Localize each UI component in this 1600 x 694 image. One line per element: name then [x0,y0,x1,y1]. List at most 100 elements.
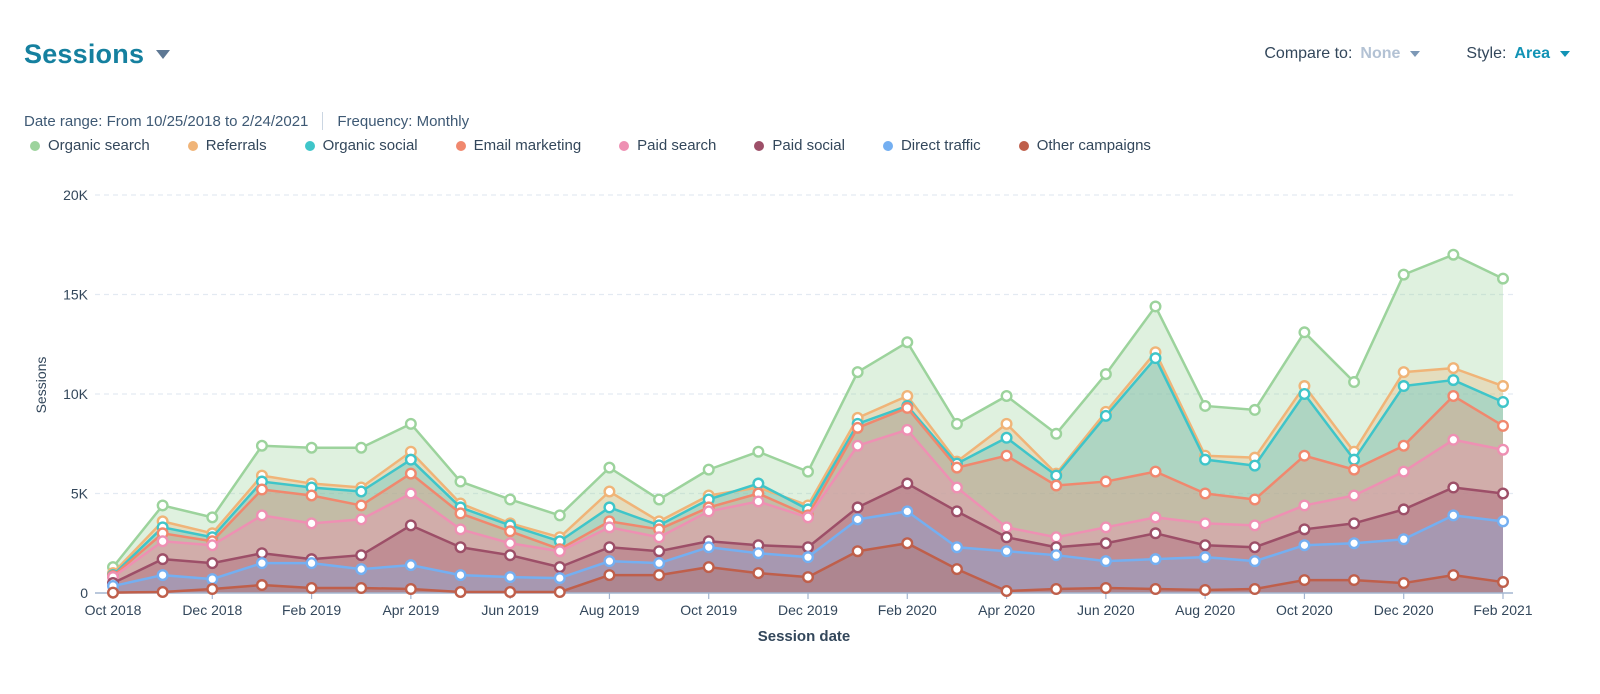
marker-organic-search[interactable] [355,441,368,454]
marker-paid-social[interactable] [156,553,169,566]
marker-organic-social[interactable] [1447,374,1460,387]
marker-paid-social[interactable] [851,501,864,514]
marker-organic-search[interactable] [255,439,268,452]
marker-organic-social[interactable] [752,477,765,490]
marker-organic-social[interactable] [1099,409,1112,422]
marker-organic-search[interactable] [802,465,815,478]
marker-direct-traffic[interactable] [752,547,765,560]
legend-item-other-campaigns[interactable]: Other campaigns [1018,137,1151,154]
marker-organic-search[interactable] [305,441,318,454]
marker-organic-social[interactable] [355,485,368,498]
marker-other-campaigns[interactable] [901,537,914,550]
marker-organic-search[interactable] [206,511,219,524]
marker-paid-search[interactable] [1397,465,1410,478]
marker-email-marketing[interactable] [1050,479,1063,492]
marker-other-campaigns[interactable] [1149,583,1162,596]
marker-direct-traffic[interactable] [653,557,666,570]
marker-organic-search[interactable] [156,499,169,512]
marker-paid-search[interactable] [454,523,467,536]
marker-organic-social[interactable] [1199,453,1212,466]
marker-paid-search[interactable] [802,511,815,524]
marker-direct-traffic[interactable] [851,513,864,526]
marker-paid-search[interactable] [653,531,666,544]
marker-paid-social[interactable] [404,519,417,532]
legend-item-referrals[interactable]: Referrals [187,137,267,154]
marker-other-campaigns[interactable] [1348,574,1361,587]
marker-organic-search[interactable] [1199,399,1212,412]
marker-organic-search[interactable] [1348,376,1361,389]
marker-organic-search[interactable] [653,493,666,506]
marker-referrals[interactable] [1397,366,1410,379]
marker-organic-social[interactable] [1248,459,1261,472]
marker-other-campaigns[interactable] [355,582,368,595]
marker-other-campaigns[interactable] [504,586,517,599]
marker-paid-search[interactable] [702,505,715,518]
marker-other-campaigns[interactable] [1298,574,1311,587]
marker-paid-social[interactable] [653,545,666,558]
marker-direct-traffic[interactable] [702,541,715,554]
marker-direct-traffic[interactable] [1099,555,1112,568]
marker-other-campaigns[interactable] [1050,583,1063,596]
marker-email-marketing[interactable] [305,489,318,502]
marker-email-marketing[interactable] [1397,439,1410,452]
marker-organic-social[interactable] [404,453,417,466]
marker-direct-traffic[interactable] [1298,539,1311,552]
marker-direct-traffic[interactable] [1149,553,1162,566]
marker-organic-social[interactable] [1149,352,1162,365]
marker-other-campaigns[interactable] [553,586,566,599]
marker-paid-search[interactable] [404,487,417,500]
marker-direct-traffic[interactable] [504,571,517,584]
marker-email-marketing[interactable] [355,499,368,512]
marker-direct-traffic[interactable] [1447,509,1460,522]
marker-other-campaigns[interactable] [255,579,268,592]
marker-other-campaigns[interactable] [950,563,963,576]
marker-other-campaigns[interactable] [653,569,666,582]
marker-paid-social[interactable] [603,541,616,554]
marker-organic-search[interactable] [603,461,616,474]
marker-paid-search[interactable] [752,495,765,508]
marker-direct-traffic[interactable] [305,557,318,570]
marker-paid-search[interactable] [950,481,963,494]
marker-other-campaigns[interactable] [206,583,219,596]
legend-item-organic-search[interactable]: Organic search [30,137,150,154]
marker-other-campaigns[interactable] [1248,583,1261,596]
marker-direct-traffic[interactable] [901,505,914,518]
marker-email-marketing[interactable] [454,507,467,520]
marker-direct-traffic[interactable] [454,569,467,582]
legend-item-paid-search[interactable]: Paid search [619,137,716,154]
marker-organic-social[interactable] [1000,431,1013,444]
marker-organic-social[interactable] [1496,395,1509,408]
marker-other-campaigns[interactable] [1447,569,1460,582]
marker-direct-traffic[interactable] [1348,537,1361,550]
marker-organic-social[interactable] [1397,380,1410,393]
marker-paid-search[interactable] [156,535,169,548]
marker-other-campaigns[interactable] [1397,577,1410,590]
marker-paid-search[interactable] [1248,519,1261,532]
marker-other-campaigns[interactable] [1000,585,1013,598]
marker-referrals[interactable] [901,389,914,402]
marker-email-marketing[interactable] [901,401,914,414]
marker-paid-search[interactable] [504,537,517,550]
marker-email-marketing[interactable] [851,421,864,434]
marker-paid-social[interactable] [950,505,963,518]
marker-other-campaigns[interactable] [851,545,864,558]
marker-email-marketing[interactable] [950,461,963,474]
marker-organic-search[interactable] [553,509,566,522]
marker-organic-search[interactable] [950,417,963,430]
marker-email-marketing[interactable] [1298,449,1311,462]
legend-item-email-marketing[interactable]: Email marketing [455,137,581,154]
marker-paid-search[interactable] [1099,521,1112,534]
marker-organic-search[interactable] [1447,248,1460,261]
marker-organic-search[interactable] [901,336,914,349]
marker-paid-search[interactable] [1348,489,1361,502]
marker-organic-social[interactable] [1298,387,1311,400]
marker-organic-search[interactable] [404,417,417,430]
marker-paid-search[interactable] [851,439,864,452]
marker-paid-social[interactable] [1298,523,1311,536]
marker-email-marketing[interactable] [1199,487,1212,500]
marker-organic-search[interactable] [1000,389,1013,402]
marker-paid-search[interactable] [1496,443,1509,456]
marker-paid-search[interactable] [1149,511,1162,524]
marker-referrals[interactable] [1447,362,1460,375]
marker-other-campaigns[interactable] [1099,582,1112,595]
